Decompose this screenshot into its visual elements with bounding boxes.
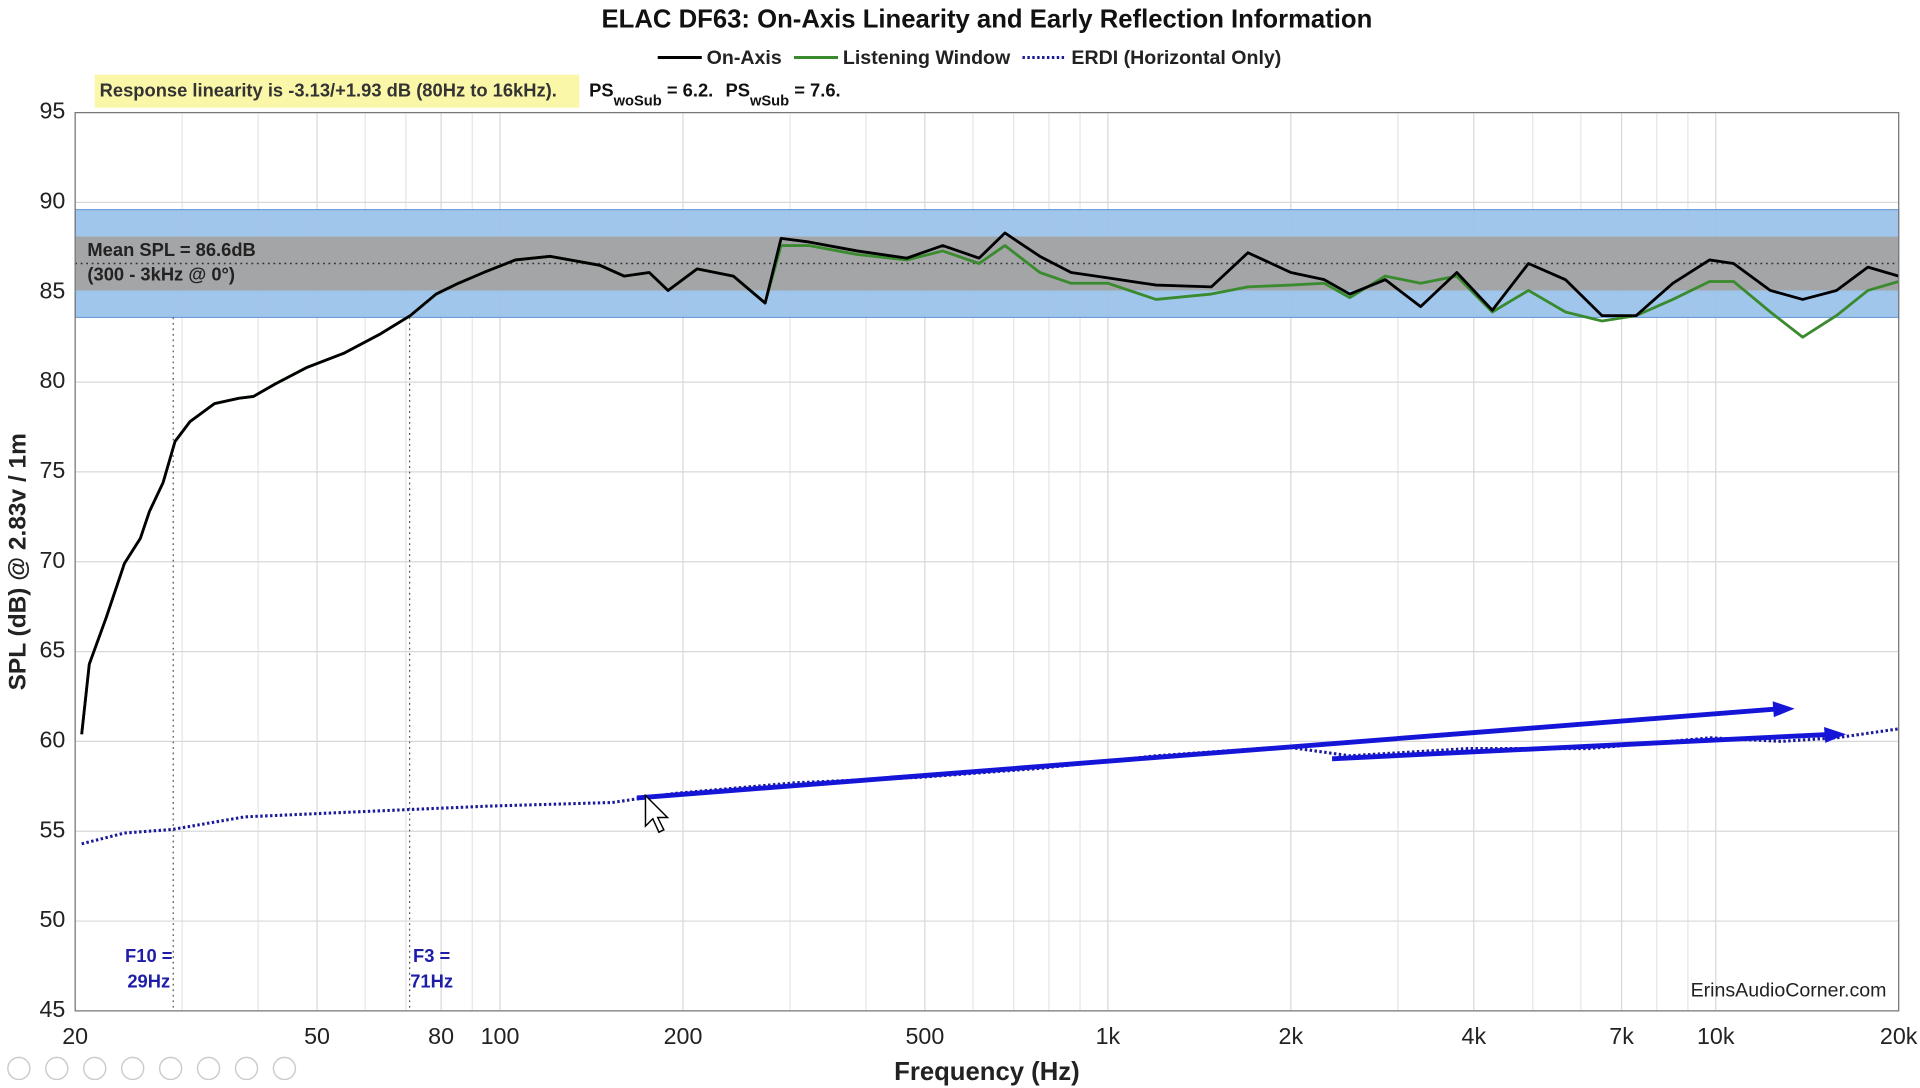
- ps-label: PS: [726, 80, 750, 101]
- y-tick-label: 55: [39, 816, 65, 842]
- x-tick-label: 20k: [1880, 1023, 1918, 1049]
- frequency-marker-label: F10 =: [125, 945, 172, 966]
- y-tick-label: 80: [39, 367, 65, 393]
- y-tick-label: 90: [39, 188, 65, 214]
- legend-label: Listening Window: [843, 47, 1011, 69]
- y-tick-label: 65: [39, 637, 65, 663]
- ps-label-value: = 6.2.: [662, 80, 714, 101]
- frequency-marker-label: 29Hz: [127, 971, 170, 992]
- legend-label: ERDI (Horizontal Only): [1071, 47, 1281, 69]
- mean-label: Mean SPL = 86.6dB: [87, 239, 255, 260]
- annotation: Response linearity is -3.13/+1.93 dB (80…: [100, 80, 557, 101]
- x-tick-label: 2k: [1279, 1023, 1304, 1049]
- x-tick-label: 4k: [1462, 1023, 1487, 1049]
- x-tick-label: 10k: [1697, 1023, 1735, 1049]
- watermark: ErinsAudioCorner.com: [1691, 979, 1887, 1001]
- ps-label-value: = 7.6.: [789, 80, 841, 101]
- overlay: [7, 701, 1847, 1081]
- x-tick-label: 20: [62, 1023, 88, 1049]
- y-tick-label: 95: [39, 98, 65, 124]
- x-tick-label: 200: [664, 1023, 703, 1049]
- x-tick-label: 100: [481, 1023, 520, 1049]
- x-tick-label: 80: [428, 1023, 454, 1049]
- y-tick-label: 50: [39, 906, 65, 932]
- drawn-arrow: [1331, 731, 1833, 762]
- ps-label-subscript: wSub: [749, 93, 789, 109]
- plot-area: 20 50 80 100 200 500 1k 2k 4k 7k 10k 20k 45 50 55 60 65 7…: [39, 98, 1917, 1049]
- frequency-marker-label: F3 =: [413, 945, 450, 966]
- toolbar: [7, 1056, 297, 1081]
- frequency-marker-label: 71Hz: [410, 971, 453, 992]
- y-tick-label: 75: [39, 457, 65, 483]
- x-axis-label: Frequency (Hz): [894, 1058, 1080, 1086]
- y-axis-label: SPL (dB) @ 2.83v / 1m: [4, 433, 31, 690]
- plot-frame: [74, 111, 1900, 1012]
- chart-title: ELAC DF63: On-Axis Linearity and Early R…: [602, 6, 1373, 34]
- tolerance-band: [75, 236, 1899, 291]
- mean-label: (300 - 3kHz @ 0°): [87, 264, 235, 285]
- y-tick-label: 45: [39, 996, 65, 1022]
- arrow-head: [1824, 726, 1847, 743]
- annotation-box: [94, 74, 580, 108]
- x-tick-label: 7k: [1609, 1023, 1634, 1049]
- ps-label: PS: [589, 80, 613, 101]
- x-tick-label: 500: [905, 1023, 944, 1049]
- legend-label: On-Axis: [707, 47, 782, 69]
- y-tick-label: 85: [39, 277, 65, 303]
- legend: On-Axis Listening Window ERDI (Horizontal …: [657, 47, 1281, 69]
- drawn-arrow: [636, 706, 1782, 801]
- x-tick-label: 1k: [1096, 1023, 1121, 1049]
- x-tick-label: 50: [304, 1023, 330, 1049]
- arrow-head: [1772, 701, 1795, 718]
- y-tick-label: 70: [39, 547, 65, 573]
- ps-label-subscript: woSub: [613, 93, 662, 109]
- series-line: [80, 231, 1900, 735]
- cursor: [644, 793, 670, 834]
- y-tick-label: 60: [39, 727, 65, 753]
